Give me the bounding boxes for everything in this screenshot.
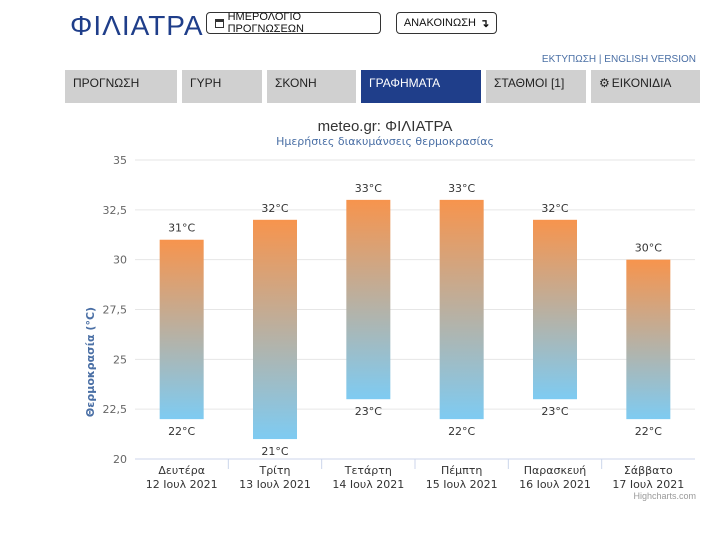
- tab-icons[interactable]: ⚙ ΕΙΚΟΝΙΔΙΑ: [591, 70, 700, 103]
- english-version-link[interactable]: ENGLISH VERSION: [604, 54, 696, 65]
- forecast-calendar-button[interactable]: ΗΜΕΡΟΛΟΓΙΟ ΠΡΟΓΝΩΣΕΩΝ: [206, 11, 381, 35]
- print-link[interactable]: ΕΚΤΥΠΩΣΗ: [541, 54, 597, 65]
- highcharts-credits[interactable]: Highcharts.com: [633, 491, 696, 501]
- x-tick-day: Σάββατο: [624, 464, 673, 477]
- min-temp-label: 23°C: [355, 405, 382, 418]
- tab-dust-label: ΣΚΟΝΗ: [275, 76, 317, 90]
- city-title: ΦΙΛΙΑΤΡΑ: [70, 10, 204, 41]
- x-tick-day: Τετάρτη: [344, 464, 392, 477]
- y-tick-label: 27,5: [103, 304, 128, 317]
- x-tick-date: 16 Ιουλ 2021: [519, 478, 591, 491]
- tab-bar: ΠΡΟΓΝΩΣΗ ΓΥΡΗ ΣΚΟΝΗ ΓΡΑΦΗΜΑΤΑ ΣΤΑΘΜΟΙ [1…: [0, 70, 716, 104]
- tab-forecast-label: ΠΡΟΓΝΩΣΗ: [73, 76, 140, 90]
- y-axis-label: Θερμοκρασία (°C): [84, 307, 97, 417]
- tab-pollen-label: ΓΥΡΗ: [190, 76, 222, 90]
- gear-icon: ⚙: [599, 76, 610, 90]
- min-temp-label: 22°C: [635, 425, 662, 438]
- link-separator: |: [598, 54, 602, 65]
- x-tick-day: Πέμπτη: [441, 464, 482, 477]
- x-tick-date: 13 Ιουλ 2021: [239, 478, 311, 491]
- y-tick-label: 25: [113, 353, 127, 366]
- max-temp-label: 33°C: [448, 182, 475, 195]
- chart-title: meteo.gr: ΦΙΛΙΑΤΡΑ: [318, 118, 453, 135]
- tab-icons-label: ΕΙΚΟΝΙΔΙΑ: [611, 76, 672, 90]
- max-temp-label: 30°C: [635, 242, 662, 255]
- x-tick-date: 14 Ιουλ 2021: [332, 478, 404, 491]
- calendar-icon: [215, 18, 224, 28]
- temperature-range-bar[interactable]: [253, 219, 297, 440]
- tab-charts[interactable]: ΓΡΑΦΗΜΑΤΑ: [361, 70, 481, 103]
- y-tick-label: 35: [113, 154, 127, 167]
- forecast-calendar-label: ΗΜΕΡΟΛΟΓΙΟ ΠΡΟΓΝΩΣΕΩΝ: [227, 11, 304, 35]
- announcement-label: ΑΝΑΚΟΙΝΩΣΗ: [403, 17, 476, 29]
- x-tick-date: 17 Ιουλ 2021: [612, 478, 684, 491]
- y-tick-label: 32,5: [103, 204, 128, 217]
- x-tick-day: Δευτέρα: [158, 464, 205, 477]
- max-temp-label: 32°C: [261, 202, 288, 215]
- x-tick-date: 15 Ιουλ 2021: [426, 478, 498, 491]
- x-tick-day: Τρίτη: [258, 464, 290, 477]
- max-temp-label: 33°C: [355, 182, 382, 195]
- min-temp-label: 22°C: [448, 425, 475, 438]
- temperature-range-bar[interactable]: [346, 199, 391, 400]
- min-temp-label: 21°C: [261, 445, 288, 458]
- max-temp-label: 32°C: [541, 202, 568, 215]
- tab-dust[interactable]: ΣΚΟΝΗ: [267, 70, 356, 103]
- y-tick-label: 20: [113, 453, 127, 466]
- x-tick-day: Παρασκευή: [524, 464, 587, 477]
- tab-charts-label: ΓΡΑΦΗΜΑΤΑ: [369, 76, 441, 90]
- tab-pollen[interactable]: ΓΥΡΗ: [182, 70, 262, 103]
- temperature-range-bar[interactable]: [626, 259, 671, 420]
- temperature-range-bar[interactable]: [439, 199, 484, 420]
- chart-subtitle: Ημερήσιες διακυμάνσεις θερμοκρασίας: [276, 135, 494, 148]
- tab-stations[interactable]: ΣΤΑΘΜΟΙ [1]: [486, 70, 586, 103]
- temperature-range-bar[interactable]: [533, 219, 577, 400]
- arrow-down-icon: ↴: [479, 17, 490, 30]
- tab-stations-label: ΣΤΑΘΜΟΙ [1]: [494, 76, 565, 90]
- temperature-chart: meteo.gr: ΦΙΛΙΑΤΡΑ Ημερήσιες διακυμάνσει…: [84, 118, 695, 491]
- top-links: ΕΚΤΥΠΩΣΗ | ENGLISH VERSION: [542, 54, 696, 65]
- y-tick-label: 22,5: [103, 403, 128, 416]
- announcement-button[interactable]: ΑΝΑΚΟΙΝΩΣΗ ↴: [396, 12, 497, 34]
- min-temp-label: 23°C: [541, 405, 568, 418]
- max-temp-label: 31°C: [168, 222, 195, 235]
- tab-forecast[interactable]: ΠΡΟΓΝΩΣΗ: [65, 70, 177, 103]
- min-temp-label: 22°C: [168, 425, 195, 438]
- temperature-range-bar[interactable]: [159, 239, 204, 420]
- x-tick-date: 12 Ιουλ 2021: [146, 478, 218, 491]
- y-tick-label: 30: [113, 254, 127, 267]
